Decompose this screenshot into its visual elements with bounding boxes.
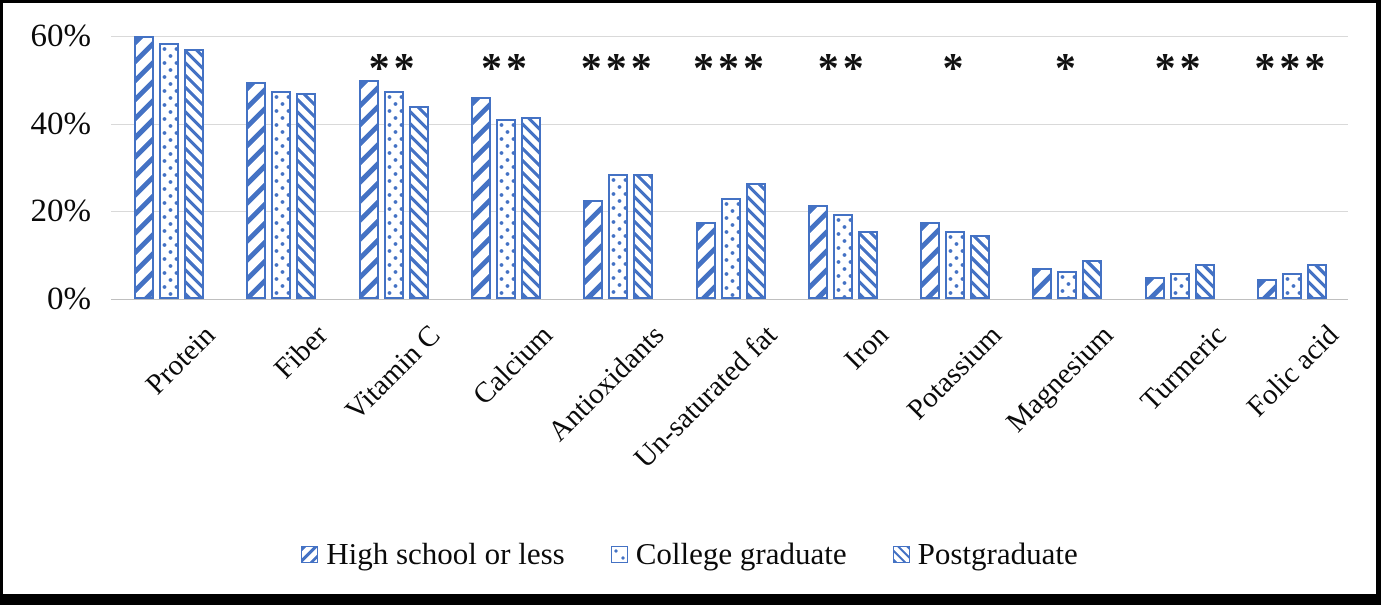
- x-axis-label: Calcium: [466, 319, 559, 412]
- bar-iron-series0: [807, 204, 828, 299]
- bar-fiber-series1: [271, 90, 292, 299]
- bar-potassium-series2: [970, 235, 991, 299]
- legend-item-postgraduate: Postgraduate: [892, 536, 1078, 572]
- bar-folic-acid-series2: [1306, 263, 1327, 299]
- x-axis-label: Potassium: [900, 319, 1008, 426]
- bar-magnesium-series0: [1032, 268, 1053, 299]
- chart-canvas: 0% 20% 40% 60% Protein Fiber ** Vitamin C ** Calc…: [3, 3, 1376, 594]
- legend-label-postgraduate: Postgraduate: [917, 536, 1078, 571]
- bar-fiber-series2: [296, 92, 317, 299]
- bar-vitamin-c-series0: [358, 79, 379, 299]
- x-axis-label: Turmeric: [1134, 319, 1233, 418]
- bar-protein-series0: [134, 36, 155, 299]
- bar-turmeric-series2: [1194, 263, 1215, 299]
- bar-calcium-series2: [520, 117, 541, 299]
- y-axis-tick-label: 60%: [30, 18, 92, 54]
- legend-label-college-graduate: College graduate: [635, 536, 847, 571]
- x-axis-label: Vitamin C: [338, 319, 447, 427]
- significance-stars: ***: [693, 46, 768, 92]
- bar-antioxidants-series2: [633, 174, 654, 299]
- bar-vitamin-c-series1: [383, 90, 404, 299]
- bar-antioxidants-series0: [583, 200, 604, 299]
- gridline-60%: [111, 36, 1348, 37]
- bar-magnesium-series1: [1057, 270, 1078, 299]
- significance-stars: ***: [580, 46, 656, 92]
- significance-stars: **: [1154, 46, 1205, 92]
- bar-potassium-series0: [920, 222, 941, 299]
- gridline-0%: [111, 299, 1348, 300]
- bar-vitamin-c-series2: [408, 106, 429, 299]
- bar-protein-series2: [184, 49, 205, 299]
- bar-folic-acid-series0: [1256, 279, 1277, 299]
- y-axis-tick-label: 40%: [30, 105, 92, 142]
- legend: High school or less College graduate Pos…: [3, 536, 1376, 572]
- bar-turmeric-series1: [1169, 272, 1190, 299]
- bar-antioxidants-series1: [608, 174, 629, 299]
- bar-calcium-series0: [470, 97, 491, 299]
- bar-calcium-series1: [495, 119, 516, 299]
- y-axis-tick-label: 0%: [47, 281, 91, 317]
- bar-folic-acid-series1: [1281, 272, 1302, 299]
- legend-item-college-graduate: College graduate: [610, 536, 847, 572]
- x-axis-label: Magnesium: [1000, 319, 1120, 439]
- significance-stars: **: [480, 46, 531, 92]
- x-axis-label: Fiber: [268, 319, 335, 385]
- bar-fiber-series0: [246, 82, 267, 299]
- bar-un-saturated-fat-series0: [695, 222, 716, 299]
- bar-iron-series2: [857, 231, 878, 299]
- significance-stars: *: [1054, 46, 1080, 92]
- significance-stars: ***: [1254, 46, 1330, 92]
- x-axis-label: Folic acid: [1240, 319, 1345, 424]
- y-axis-tick-label: 20%: [30, 193, 92, 230]
- bar-un-saturated-fat-series2: [745, 182, 766, 299]
- significance-stars: *: [942, 46, 968, 92]
- bar-protein-series1: [159, 42, 180, 299]
- significance-stars: **: [817, 46, 868, 92]
- legend-swatch-dots-icon: [610, 545, 628, 563]
- legend-label-high-school: High school or less: [326, 536, 565, 571]
- legend-swatch-diagonal-stripe-icon: [301, 545, 319, 563]
- significance-stars: **: [368, 46, 419, 92]
- x-axis-label: Protein: [139, 319, 222, 401]
- gridline-40%: [111, 123, 1348, 125]
- legend-swatch-fine-stripe-icon: [892, 545, 910, 563]
- legend-item-high-school: High school or less: [301, 536, 565, 572]
- bar-iron-series1: [832, 213, 853, 299]
- bar-un-saturated-fat-series1: [720, 198, 741, 299]
- bar-potassium-series1: [945, 231, 966, 299]
- bar-turmeric-series0: [1144, 277, 1165, 299]
- x-axis-label: Iron: [838, 319, 896, 376]
- bar-magnesium-series2: [1082, 259, 1103, 299]
